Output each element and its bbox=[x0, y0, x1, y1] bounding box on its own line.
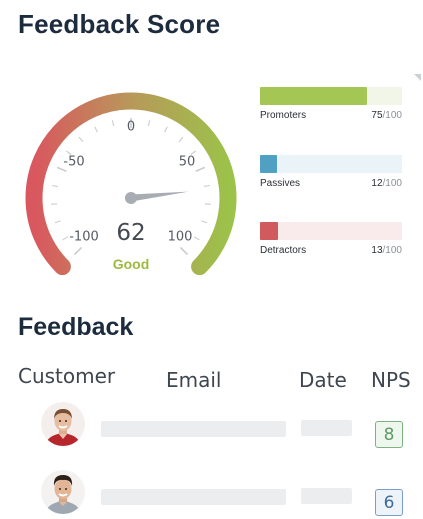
metric-max: /100 bbox=[382, 178, 402, 189]
metric-label: Passives bbox=[260, 178, 301, 189]
gauge-tick bbox=[190, 150, 197, 155]
gauge-tick bbox=[204, 184, 211, 187]
avatar-icon[interactable] bbox=[41, 402, 85, 446]
gauge-tick bbox=[94, 126, 98, 133]
avatar-icon[interactable] bbox=[41, 470, 85, 514]
email-placeholder bbox=[101, 489, 286, 505]
metric-value: 13 bbox=[371, 245, 383, 256]
metric-fill bbox=[260, 155, 278, 173]
gauge-tick bbox=[178, 136, 184, 143]
gauge-tick-label-50: 50 bbox=[178, 154, 196, 170]
metric-passives: Passives 12/100 bbox=[260, 155, 402, 189]
gauge-tick-label-minus-50: -50 bbox=[63, 154, 85, 170]
metric-fill bbox=[260, 222, 279, 240]
metric-track bbox=[260, 155, 402, 173]
gauge-tick bbox=[56, 166, 67, 172]
metric-label: Promoters bbox=[260, 110, 307, 121]
column-header-date[interactable]: Date bbox=[299, 368, 347, 392]
metric-max: /100 bbox=[382, 110, 402, 121]
gauge-tick bbox=[111, 120, 115, 127]
gauge-ticks bbox=[51, 118, 211, 256]
gauge-tick-label-min: -100 bbox=[69, 229, 99, 245]
metric-value: 12 bbox=[371, 178, 383, 189]
date-placeholder bbox=[301, 488, 352, 504]
metric-value: 75 bbox=[371, 110, 383, 121]
gauge-tick-label-max: 100 bbox=[167, 229, 193, 245]
section-title-feedback: Feedback bbox=[18, 313, 134, 341]
gauge-needle-hub bbox=[125, 192, 137, 204]
feedback-score-gauge: -100 -50 0 50 100 62 Good bbox=[18, 80, 248, 275]
gauge-value: 62 bbox=[116, 220, 146, 246]
metric-track bbox=[260, 222, 402, 240]
metric-fill bbox=[260, 87, 367, 105]
gauge-tick bbox=[65, 150, 72, 155]
gauge-svg bbox=[25, 92, 237, 275]
metric-track bbox=[260, 87, 402, 105]
column-header-customer[interactable]: Customer bbox=[18, 364, 116, 388]
gauge-needle bbox=[130, 191, 189, 202]
gauge-tick bbox=[164, 126, 168, 133]
date-placeholder bbox=[301, 420, 352, 436]
nps-badge: 8 bbox=[375, 421, 403, 448]
gauge-tick bbox=[195, 166, 206, 172]
gauge-tick bbox=[201, 220, 208, 224]
gauge-rating: Good bbox=[112, 256, 150, 272]
metric-max: /100 bbox=[382, 245, 402, 256]
gauge-tick bbox=[62, 236, 69, 241]
column-header-nps[interactable]: NPS bbox=[371, 368, 411, 392]
page-title: Feedback Score bbox=[18, 9, 221, 39]
email-placeholder bbox=[101, 421, 286, 437]
gauge-tick bbox=[193, 236, 200, 241]
gauge-tick bbox=[179, 246, 189, 256]
corner-fold-icon bbox=[414, 74, 421, 81]
metric-detractors: Detractors 13/100 bbox=[260, 222, 402, 256]
nps-badge: 6 bbox=[375, 489, 403, 516]
gauge-tick bbox=[54, 220, 61, 224]
gauge-tick-label-zero: 0 bbox=[126, 119, 136, 135]
metric-promoters: Promoters 75/100 bbox=[260, 87, 402, 121]
metric-label: Detractors bbox=[260, 245, 307, 256]
column-header-email[interactable]: Email bbox=[166, 368, 222, 392]
gauge-arc bbox=[25, 92, 237, 275]
gauge-tick bbox=[51, 184, 58, 187]
gauge-tick bbox=[147, 120, 151, 127]
gauge-tick bbox=[78, 136, 84, 143]
gauge-tick bbox=[73, 246, 83, 256]
